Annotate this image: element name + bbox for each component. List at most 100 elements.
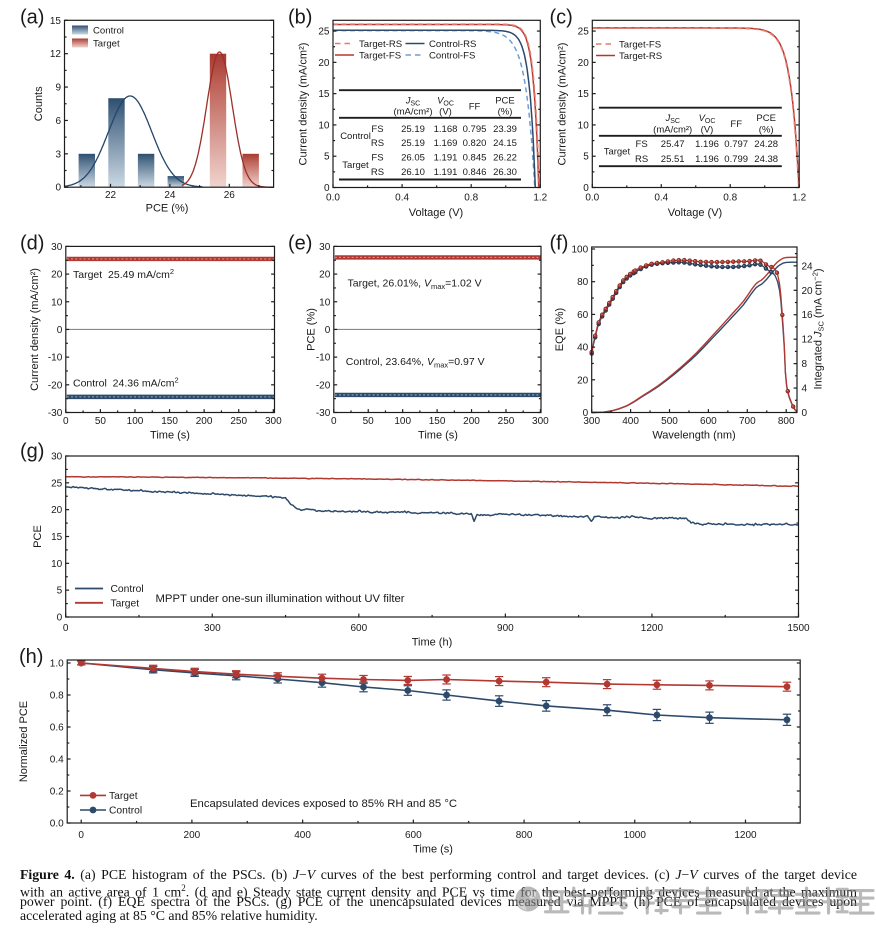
svg-text:0: 0 xyxy=(325,325,331,336)
svg-text:26: 26 xyxy=(224,190,236,201)
svg-text:0: 0 xyxy=(57,325,63,336)
svg-text:0.846: 0.846 xyxy=(463,167,487,178)
svg-text:20: 20 xyxy=(577,375,589,386)
svg-text:0: 0 xyxy=(57,613,63,624)
svg-text:0: 0 xyxy=(583,183,589,194)
svg-text:50: 50 xyxy=(363,416,375,427)
svg-text:Control-RS: Control-RS xyxy=(429,39,476,50)
svg-text:400: 400 xyxy=(622,416,639,427)
svg-text:600: 600 xyxy=(405,830,422,841)
svg-text:30: 30 xyxy=(319,242,331,253)
svg-text:24.38: 24.38 xyxy=(754,154,778,165)
svg-text:PCE: PCE xyxy=(756,113,776,124)
svg-text:15: 15 xyxy=(578,89,590,100)
svg-text:40: 40 xyxy=(577,343,589,354)
svg-text:0.8: 0.8 xyxy=(723,193,737,204)
svg-text:20: 20 xyxy=(51,505,63,516)
svg-text:JSC: JSC xyxy=(405,95,420,107)
svg-text:0.0: 0.0 xyxy=(50,819,64,830)
svg-text:Control-FS: Control-FS xyxy=(429,51,475,62)
svg-text:150: 150 xyxy=(161,416,178,427)
svg-text:(%): (%) xyxy=(759,124,774,135)
svg-text:800: 800 xyxy=(516,830,533,841)
svg-text:VOC: VOC xyxy=(437,95,454,107)
svg-text:26.10: 26.10 xyxy=(401,167,425,178)
svg-text:25.47: 25.47 xyxy=(661,139,685,150)
svg-text:250: 250 xyxy=(498,416,515,427)
svg-text:Control: Control xyxy=(109,806,142,817)
svg-text:0: 0 xyxy=(324,183,330,194)
svg-text:200: 200 xyxy=(184,830,201,841)
svg-text:Control, 23.64%, Vmax=0.97 V: Control, 23.64%, Vmax=0.97 V xyxy=(346,356,485,370)
svg-text:9: 9 xyxy=(55,83,61,94)
svg-text:400: 400 xyxy=(294,830,311,841)
svg-text:Voltage (V): Voltage (V) xyxy=(668,207,722,219)
svg-text:-30: -30 xyxy=(316,408,331,419)
svg-text:Counts: Counts xyxy=(33,86,45,121)
svg-text:5: 5 xyxy=(57,586,63,597)
svg-text:-10: -10 xyxy=(316,353,331,364)
svg-text:16: 16 xyxy=(802,310,814,321)
svg-text:23.39: 23.39 xyxy=(493,124,517,135)
svg-text:Target: Target xyxy=(111,598,140,609)
svg-text:6: 6 xyxy=(55,116,61,127)
svg-text:(h): (h) xyxy=(19,646,43,668)
svg-text:-20: -20 xyxy=(316,380,331,391)
svg-text:1.2: 1.2 xyxy=(533,193,547,204)
svg-text:20: 20 xyxy=(51,270,63,281)
svg-text:100: 100 xyxy=(394,416,411,427)
svg-text:(V): (V) xyxy=(701,124,714,135)
svg-text:20: 20 xyxy=(319,270,331,281)
svg-text:300: 300 xyxy=(532,416,549,427)
svg-text:0.0: 0.0 xyxy=(585,193,599,204)
svg-text:Time (h): Time (h) xyxy=(412,637,453,649)
svg-text:1.196: 1.196 xyxy=(695,154,719,165)
svg-text:0: 0 xyxy=(55,183,61,194)
svg-text:25: 25 xyxy=(318,27,330,38)
svg-text:25.51: 25.51 xyxy=(661,154,685,165)
svg-text:1.168: 1.168 xyxy=(434,124,458,135)
svg-text:(mA/cm²): (mA/cm²) xyxy=(653,124,692,135)
svg-text:0.797: 0.797 xyxy=(724,139,748,150)
svg-text:8: 8 xyxy=(802,359,808,370)
svg-text:200: 200 xyxy=(463,416,480,427)
svg-text:FF: FF xyxy=(730,119,742,130)
svg-text:300: 300 xyxy=(583,416,600,427)
svg-text:MPPT under one-sun illuminatio: MPPT under one-sun illumination without … xyxy=(156,593,405,605)
svg-text:300: 300 xyxy=(265,416,282,427)
svg-text:0.845: 0.845 xyxy=(463,153,487,164)
svg-text:24: 24 xyxy=(164,190,176,201)
svg-text:(c): (c) xyxy=(550,7,573,29)
svg-text:Control: Control xyxy=(340,131,371,142)
svg-text:30: 30 xyxy=(51,452,63,463)
svg-text:Target-RS: Target-RS xyxy=(619,51,662,62)
svg-text:20: 20 xyxy=(802,286,814,297)
svg-text:4: 4 xyxy=(802,384,808,395)
svg-text:(%): (%) xyxy=(498,107,513,118)
svg-text:12: 12 xyxy=(50,49,62,60)
svg-text:FS: FS xyxy=(636,139,648,150)
svg-text:PCE (%): PCE (%) xyxy=(146,203,189,215)
svg-text:20: 20 xyxy=(318,58,330,69)
svg-text:1500: 1500 xyxy=(787,623,810,634)
svg-text:Wavelength (nm): Wavelength (nm) xyxy=(652,430,735,442)
svg-text:Target-FS: Target-FS xyxy=(359,51,401,62)
svg-text:1.2: 1.2 xyxy=(792,193,806,204)
svg-text:10: 10 xyxy=(318,120,330,131)
svg-text:RS: RS xyxy=(635,154,648,165)
svg-text:15: 15 xyxy=(318,89,330,100)
svg-text:250: 250 xyxy=(230,416,247,427)
svg-text:26.30: 26.30 xyxy=(493,167,517,178)
svg-text:26.05: 26.05 xyxy=(401,153,425,164)
svg-text:30: 30 xyxy=(51,242,63,253)
svg-text:Time (s): Time (s) xyxy=(418,430,458,442)
svg-text:200: 200 xyxy=(196,416,213,427)
svg-text:0.8: 0.8 xyxy=(464,193,478,204)
svg-text:1.196: 1.196 xyxy=(695,139,719,150)
svg-text:1000: 1000 xyxy=(624,830,647,841)
svg-text:Target: Target xyxy=(93,39,120,50)
svg-text:100: 100 xyxy=(572,245,589,256)
svg-text:0.2: 0.2 xyxy=(50,787,64,798)
svg-text:3: 3 xyxy=(55,149,61,160)
svg-text:Target 25.49 mA/cm2: Target 25.49 mA/cm2 xyxy=(73,267,174,281)
